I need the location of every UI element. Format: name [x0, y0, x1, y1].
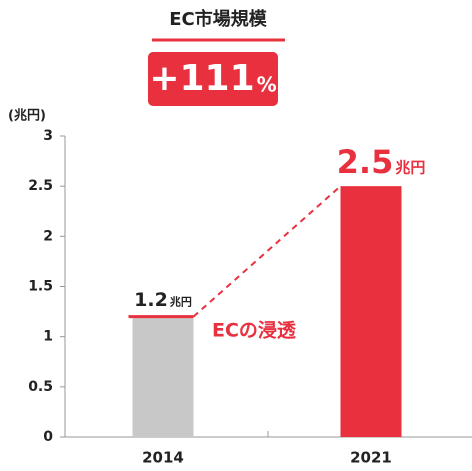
- chart-title: EC市場規模: [169, 8, 268, 30]
- annotation: ECの浸透: [212, 320, 297, 342]
- x-tick-label: 2014: [142, 449, 184, 467]
- y-axis-label: (兆円): [8, 108, 46, 124]
- y-tick-label: 2.5: [28, 178, 53, 194]
- value-unit: 兆円: [170, 295, 192, 309]
- badge: [148, 52, 278, 106]
- trend-line: [192, 185, 342, 318]
- y-tick-label: 1.5: [28, 279, 53, 295]
- x-tick-label: 2021: [350, 449, 392, 467]
- y-tick-label: 0.5: [28, 379, 53, 395]
- value-label: 1.2: [134, 289, 168, 311]
- y-tick-label: 0: [43, 429, 53, 445]
- y-tick-label: 2: [43, 228, 53, 244]
- y-tick-label: 1: [43, 329, 53, 345]
- bar: [132, 316, 194, 437]
- y-tick-label: 3: [43, 128, 53, 144]
- bar: [340, 186, 402, 437]
- value-label: 2.5: [337, 143, 394, 181]
- badge-text: +111: [149, 58, 254, 99]
- badge-unit: %: [257, 73, 277, 97]
- value-unit: 兆円: [395, 159, 425, 177]
